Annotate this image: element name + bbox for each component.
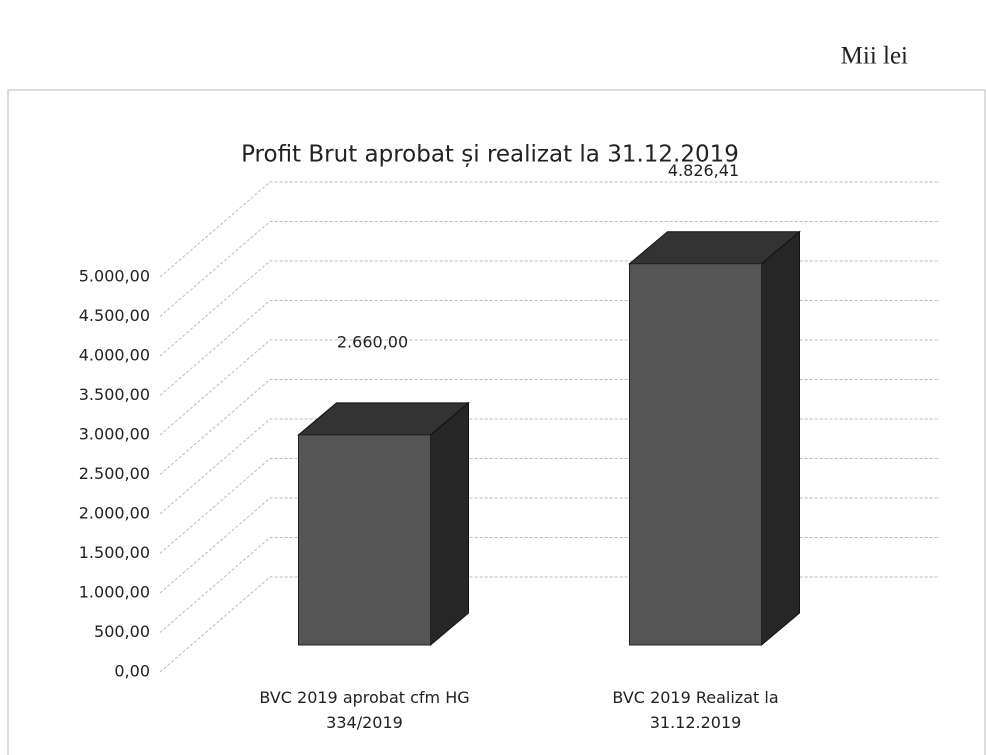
y-tick-label: 5.000,00 [79,267,150,286]
grid-line [159,339,940,436]
bar [298,434,431,646]
x-tick-label: BVC 2019 Realizat la 31.12.2019 [612,688,779,732]
grid-line [159,221,940,317]
grid-line [159,260,940,357]
bar-side [761,230,800,647]
y-tick-label: 500,00 [94,622,150,641]
y-tick-label: 3.500,00 [79,385,150,404]
y-tick-label: 3.000,00 [79,425,150,444]
y-tick-label: 0,00 [114,662,150,681]
y-tick-label: 4.000,00 [79,346,150,365]
chart-title: Profit Brut aprobat și realizat la 31.12… [241,142,739,168]
y-tick-label: 4.500,00 [79,306,150,325]
grid-line [159,418,940,515]
grid-line [159,379,940,475]
chart-border [7,89,986,755]
y-tick-label: 1.500,00 [79,543,150,562]
y-tick-label: 2.000,00 [79,504,150,523]
grid-line [159,576,940,673]
y-tick-label: 1.000,00 [79,583,150,602]
y-tick-label: 2.500,00 [79,464,150,483]
grid-line [159,181,940,278]
unit-note: Mii lei [841,43,908,70]
grid-line [159,458,940,554]
x-tick-label: BVC 2019 aprobat cfm HG 334/2019 [259,688,470,732]
bar-side [430,401,469,647]
grid-line [159,497,940,594]
bar [629,263,762,646]
grid-line [159,300,940,396]
value-label: 4.826,41 [668,161,739,180]
grid-line [159,537,940,633]
value-label: 2.660,00 [337,332,408,351]
